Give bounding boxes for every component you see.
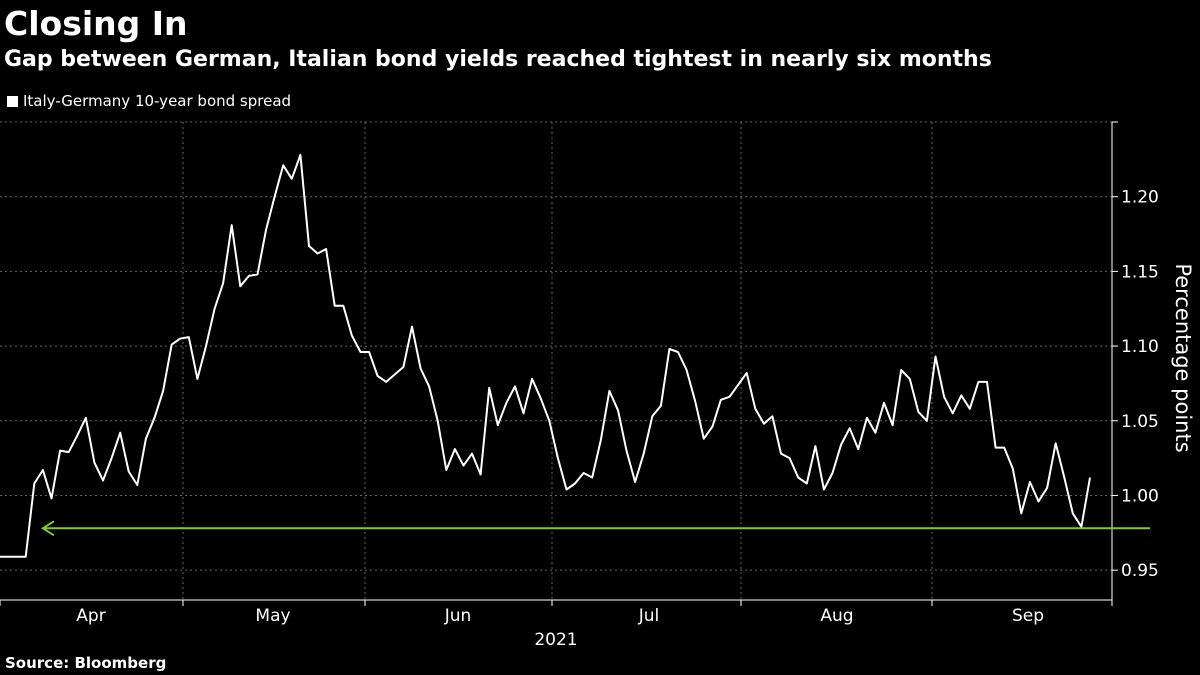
x-tick-label: Apr [76,606,105,626]
y-tick-label: 0.95 [1121,561,1159,581]
chart-legend: Italy-Germany 10-year bond spread [7,90,291,112]
y-tick-label: 1.15 [1121,262,1159,282]
series-line [0,153,1091,558]
x-tick-label: Aug [820,606,853,626]
x-tick-label: Jul [638,606,660,626]
annotation-arrow-head [41,520,55,537]
x-tick-label: Sep [1012,606,1044,626]
chart-source: Source: Bloomberg [5,654,167,672]
x-year-label: 2021 [534,630,577,650]
y-tick-label: 1.05 [1121,412,1159,432]
y-tick-label: 1.10 [1121,337,1159,357]
x-tick-label: May [255,606,290,626]
legend-label: Italy-Germany 10-year bond spread [23,92,292,110]
legend-swatch [7,95,18,107]
y-axis-title: Percentage points [1171,263,1195,452]
y-tick-label: 1.20 [1121,188,1159,208]
x-tick-label: Jun [444,606,472,626]
chart-title: Closing In [4,4,188,43]
chart-subtitle: Gap between German, Italian bond yields … [4,47,992,72]
y-tick-label: 1.00 [1121,486,1159,506]
